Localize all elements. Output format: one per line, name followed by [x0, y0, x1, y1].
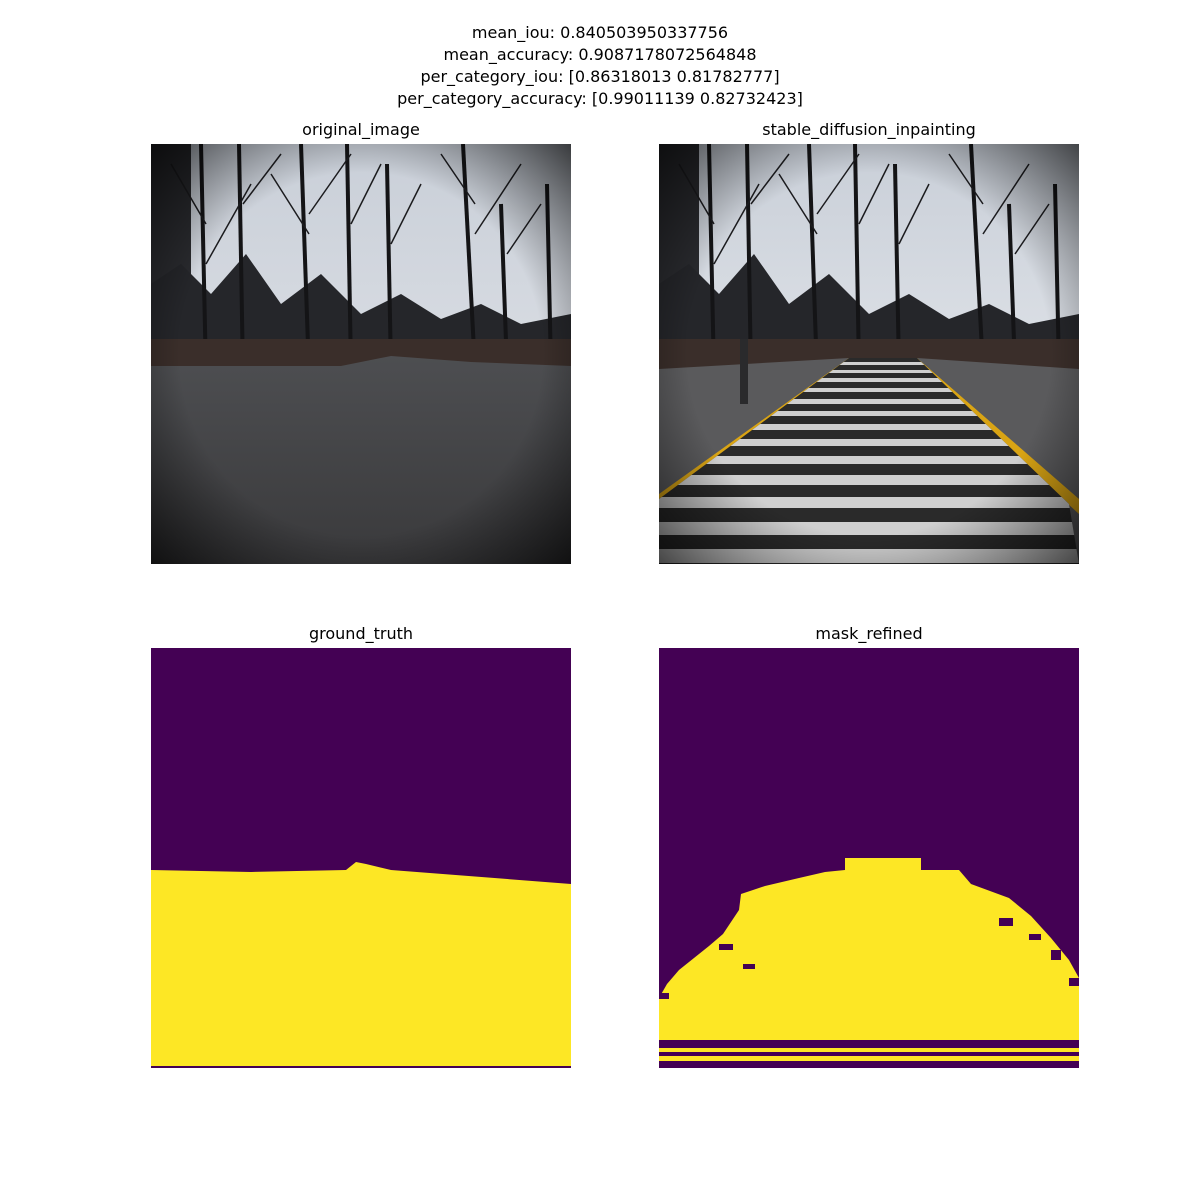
- inpainting-title: stable_diffusion_inpainting: [762, 120, 976, 139]
- ground-truth-title: ground_truth: [308, 624, 413, 643]
- per-category-iou-text: per_category_iou: [0.86318013 0.81782777…: [420, 67, 780, 86]
- per-category-accuracy-text: per_category_accuracy: [0.99011139 0.827…: [397, 89, 803, 108]
- inpainting-panel: [659, 144, 1079, 564]
- figure-suptitle: mean_iou: 0.840503950337756 mean_accurac…: [0, 22, 1200, 110]
- ground-truth-panel: [151, 648, 571, 1068]
- mean-iou-text: mean_iou: 0.840503950337756: [471, 23, 729, 42]
- ground-truth-mask: [151, 648, 571, 1068]
- mask-refined-title: mask_refined: [815, 624, 923, 643]
- mask-refined-mask: [659, 648, 1079, 1068]
- original-image-photo: [151, 144, 571, 564]
- mean-accuracy-text: mean_accuracy: 0.9087178072564848: [443, 45, 757, 64]
- original-image-panel: [151, 144, 571, 564]
- original-image-title: original_image: [302, 120, 420, 139]
- inpainting-photo: [659, 144, 1079, 564]
- mask-refined-panel: [659, 648, 1079, 1068]
